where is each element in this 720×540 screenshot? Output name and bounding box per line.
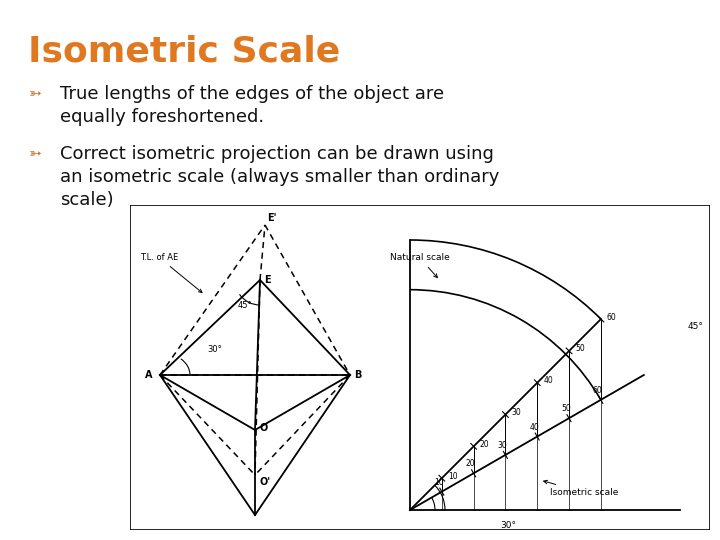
Text: 30: 30: [498, 441, 508, 450]
Text: 50: 50: [575, 345, 585, 353]
Text: 40: 40: [529, 423, 539, 431]
Text: ➳: ➳: [28, 85, 41, 100]
Text: True lengths of the edges of the object are: True lengths of the edges of the object …: [60, 85, 444, 103]
Text: O': O': [259, 477, 270, 487]
Text: 20: 20: [466, 460, 475, 468]
Text: 30°: 30°: [207, 345, 222, 354]
Text: equally foreshortened.: equally foreshortened.: [60, 108, 264, 126]
Text: scale): scale): [60, 191, 114, 209]
Text: Natural scale: Natural scale: [390, 253, 450, 278]
Text: an isometric scale (always smaller than ordinary: an isometric scale (always smaller than …: [60, 168, 500, 186]
Text: Isometric scale: Isometric scale: [544, 480, 618, 497]
Text: 40: 40: [544, 376, 553, 385]
Text: T.L. of AE: T.L. of AE: [140, 253, 202, 293]
Text: 60: 60: [593, 386, 603, 395]
Text: A: A: [145, 370, 152, 380]
Text: ➳: ➳: [28, 145, 41, 160]
Text: O: O: [259, 423, 267, 433]
Text: B: B: [354, 370, 361, 380]
Text: 10: 10: [434, 478, 444, 487]
Text: Correct isometric projection can be drawn using: Correct isometric projection can be draw…: [60, 145, 494, 163]
Text: E': E': [267, 213, 276, 223]
Text: 45°: 45°: [688, 322, 704, 331]
Text: E: E: [264, 275, 271, 285]
Text: 50: 50: [561, 404, 571, 413]
Text: 20: 20: [480, 440, 490, 449]
Text: 30: 30: [511, 408, 521, 417]
Text: Isometric Scale: Isometric Scale: [28, 35, 341, 69]
Text: 60: 60: [607, 313, 616, 322]
Text: 45°: 45°: [238, 301, 252, 310]
Text: 30°: 30°: [500, 521, 516, 530]
Text: 10: 10: [448, 471, 457, 481]
